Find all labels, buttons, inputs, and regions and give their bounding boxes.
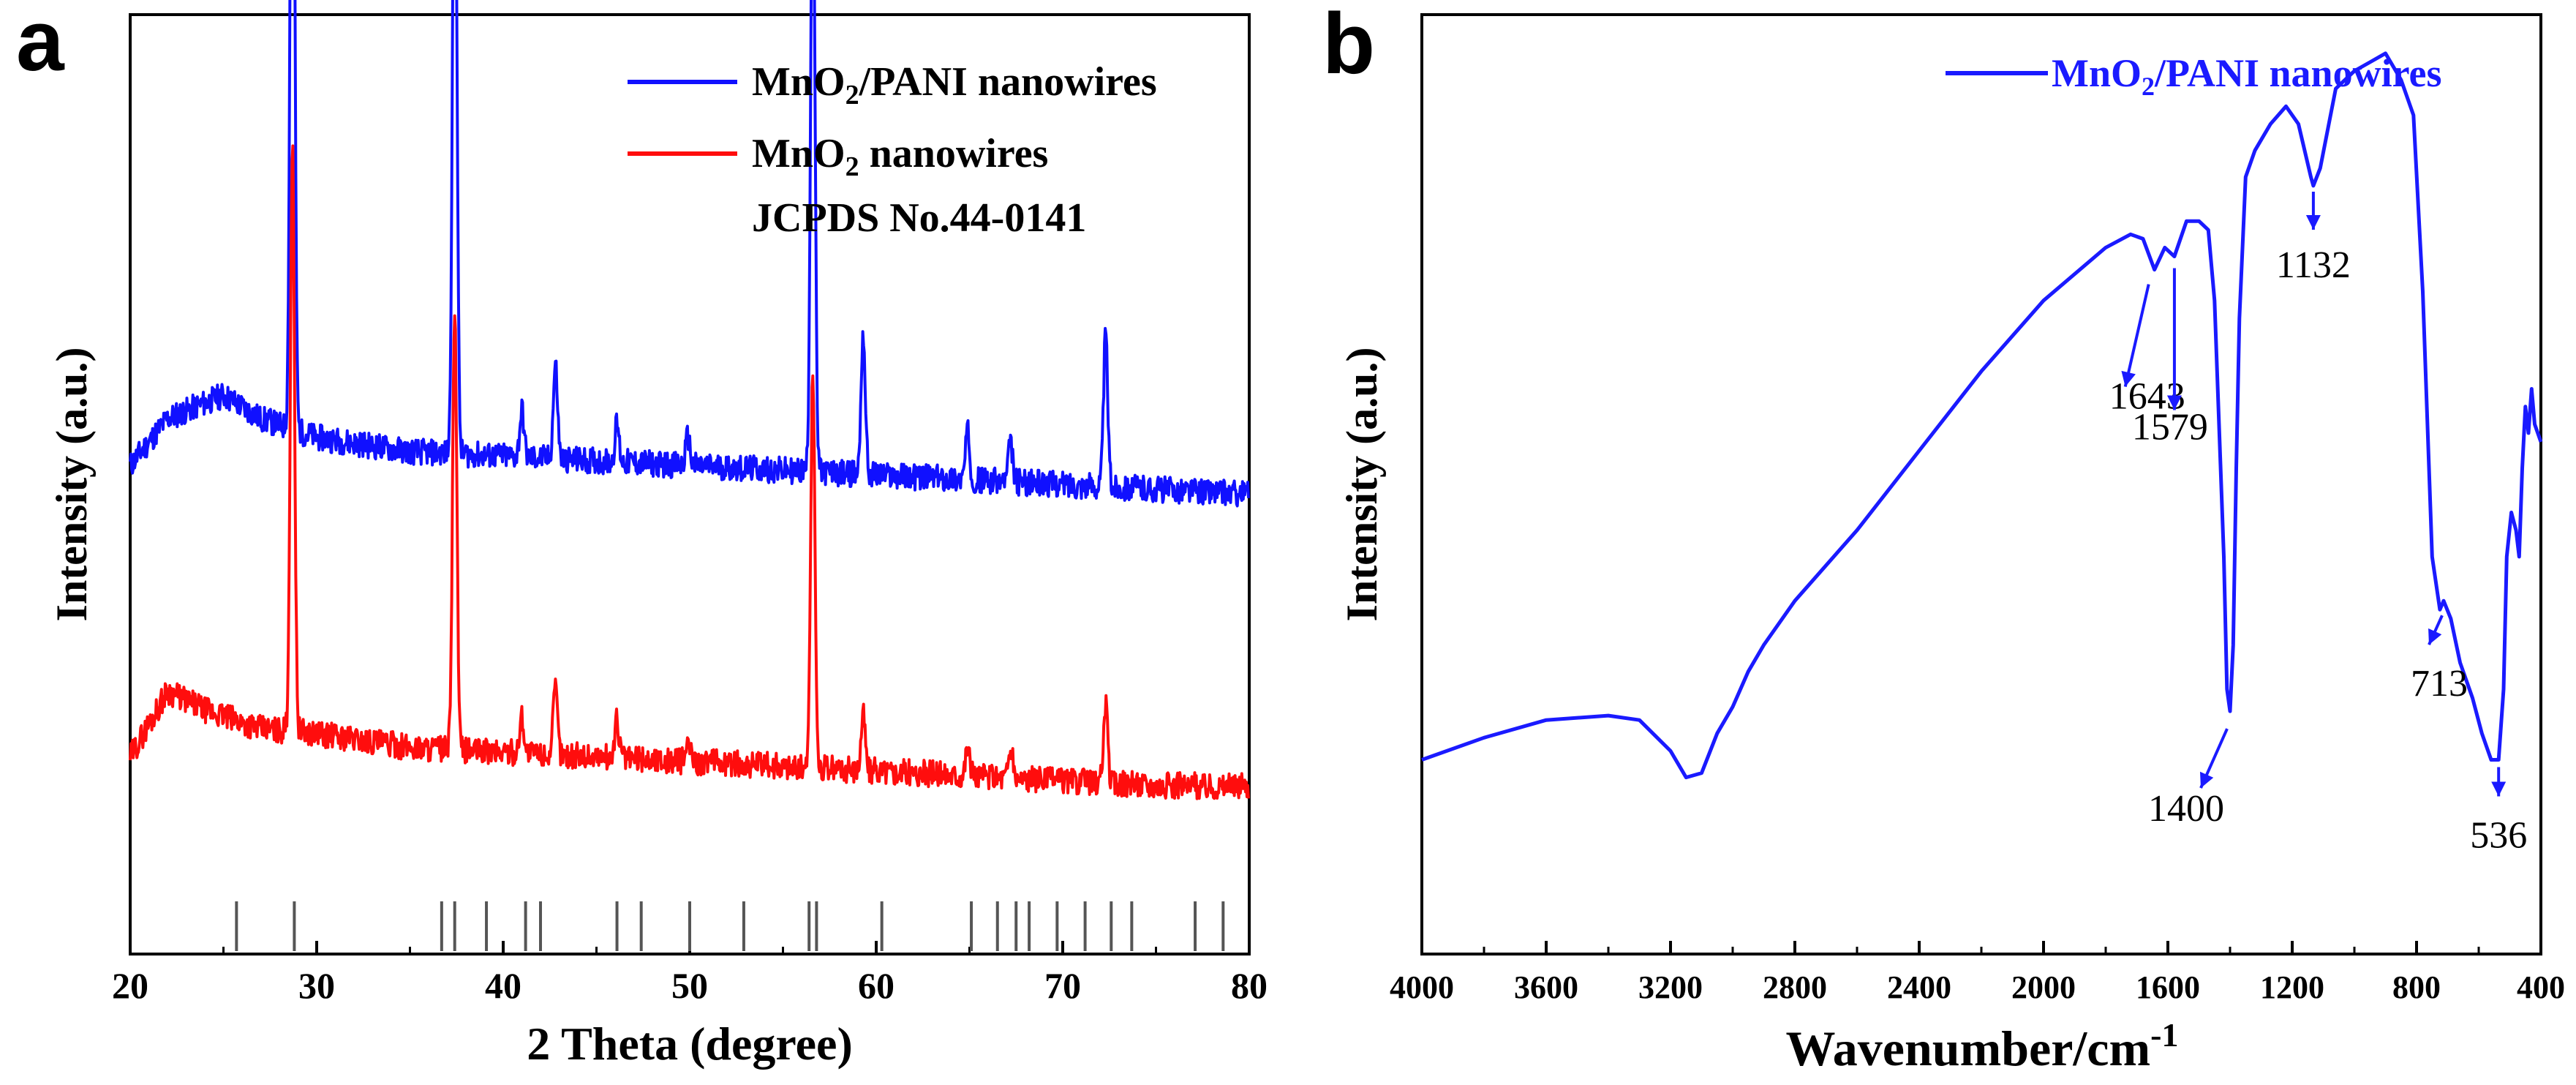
- legend-label-jcpds: JCPDS No.44-0141: [752, 195, 1086, 241]
- panel-b-x-tick-label: 3600: [1514, 969, 1578, 1005]
- panel-label-a: a: [16, 0, 65, 89]
- panel-b-x-tick-label: 800: [2392, 969, 2441, 1005]
- panel-b-chart: 4000 3600 3200 2800 2400 2000 1600 1200 800 400 1…: [1338, 13, 2565, 1076]
- panel-a-x-tick-label: 70: [1044, 965, 1081, 1006]
- annotation-label-536: 536: [2470, 814, 2527, 856]
- panel-b-x-tick-label: 3200: [1638, 969, 1703, 1005]
- annotation-arrowhead-536: [2491, 781, 2507, 797]
- legend-label-mno2-pani: MnO2/PANI nanowires: [752, 59, 1157, 110]
- annotation-arrowhead-1643: [2121, 370, 2136, 387]
- legend-label-mno2-prefix: MnO: [752, 131, 846, 176]
- legend-label-ftir-prefix: MnO: [2052, 51, 2142, 95]
- annotation-arrowhead-713: [2428, 628, 2442, 645]
- legend-label-mno2-pani-sub: 2: [846, 80, 859, 110]
- panel-a-x-tick-label: 20: [112, 965, 148, 1006]
- annotation-arrowhead-1400: [2199, 771, 2214, 789]
- panel-b-x-tick-label: 1600: [2136, 969, 2200, 1005]
- annotation-arrow-1643: [2123, 284, 2150, 388]
- panel-b-x-tick-label: 400: [2517, 969, 2565, 1005]
- panel-b-x-tick-label: 4000: [1390, 969, 1454, 1005]
- panel-a-x-tick-label: 60: [858, 965, 895, 1006]
- series-line-mno2-pani: [129, 0, 1250, 508]
- panel-a-x-tick-label: 50: [671, 965, 708, 1006]
- series-line-mno2: [129, 144, 1250, 800]
- panel-b-x-axis-label-main: Wavenumber/cm: [1786, 1021, 2151, 1076]
- panel-a-legend: MnO2/PANI nanowires MnO2 nanowires JCPDS…: [628, 59, 1157, 241]
- panel-a-x-axis-label: 2 Theta (degree): [527, 1018, 853, 1070]
- legend-label-ftir-suffix: /PANI nanowires: [2154, 51, 2442, 95]
- legend-label-mno2-sub: 2: [846, 151, 859, 182]
- series-line-mno2-pani-ftir: [1421, 51, 2543, 780]
- panel-b-x-axis-label-sup: -1: [2150, 1016, 2178, 1054]
- legend-label-mno2-pani-prefix: MnO: [752, 59, 846, 105]
- panel-a-x-tick-label: 30: [298, 965, 335, 1006]
- panel-a-y-axis-label: Intensity (a.u.): [48, 347, 96, 621]
- legend-label-mno2-pani-ftir: MnO2/PANI nanowires: [2052, 51, 2442, 101]
- legend-label-mno2-suffix: nanowires: [859, 131, 1049, 176]
- panel-b-legend: MnO2/PANI nanowires: [1946, 51, 2442, 101]
- annotation-label-713: 713: [2411, 663, 2468, 705]
- legend-label-mno2-pani-suffix: /PANI nanowires: [859, 59, 1157, 105]
- annotation-arrowhead-1132: [2305, 214, 2321, 230]
- annotation-label-1400: 1400: [2148, 788, 2224, 830]
- panel-a-x-tick-label: 80: [1231, 965, 1268, 1006]
- panel-b-y-axis-label: Intensity (a.u.): [1338, 347, 1386, 621]
- panel-b-x-tick-label: 2800: [1763, 969, 1827, 1005]
- panel-b-x-axis-label: Wavenumber/cm-1: [1786, 1016, 2179, 1076]
- panel-b-x-tick-label: 2000: [2011, 969, 2076, 1005]
- annotation-label-1132: 1132: [2276, 244, 2351, 286]
- legend-label-ftir-sub: 2: [2142, 72, 2155, 101]
- panel-b-x-tick-label: 2400: [1887, 969, 1951, 1005]
- panel-b-x-tick-label: 1200: [2260, 969, 2324, 1005]
- panel-label-b: b: [1322, 0, 1375, 92]
- legend-label-mno2: MnO2 nanowires: [752, 131, 1048, 182]
- panel-a-x-tick-label: 40: [485, 965, 521, 1006]
- annotation-label-1579: 1579: [2132, 407, 2208, 448]
- annotation-arrowhead-1579: [2166, 395, 2182, 410]
- panel-a-chart: 20 30 40 50 60 70 80 MnO2/PANI nanowires MnO2 …: [48, 0, 1268, 1070]
